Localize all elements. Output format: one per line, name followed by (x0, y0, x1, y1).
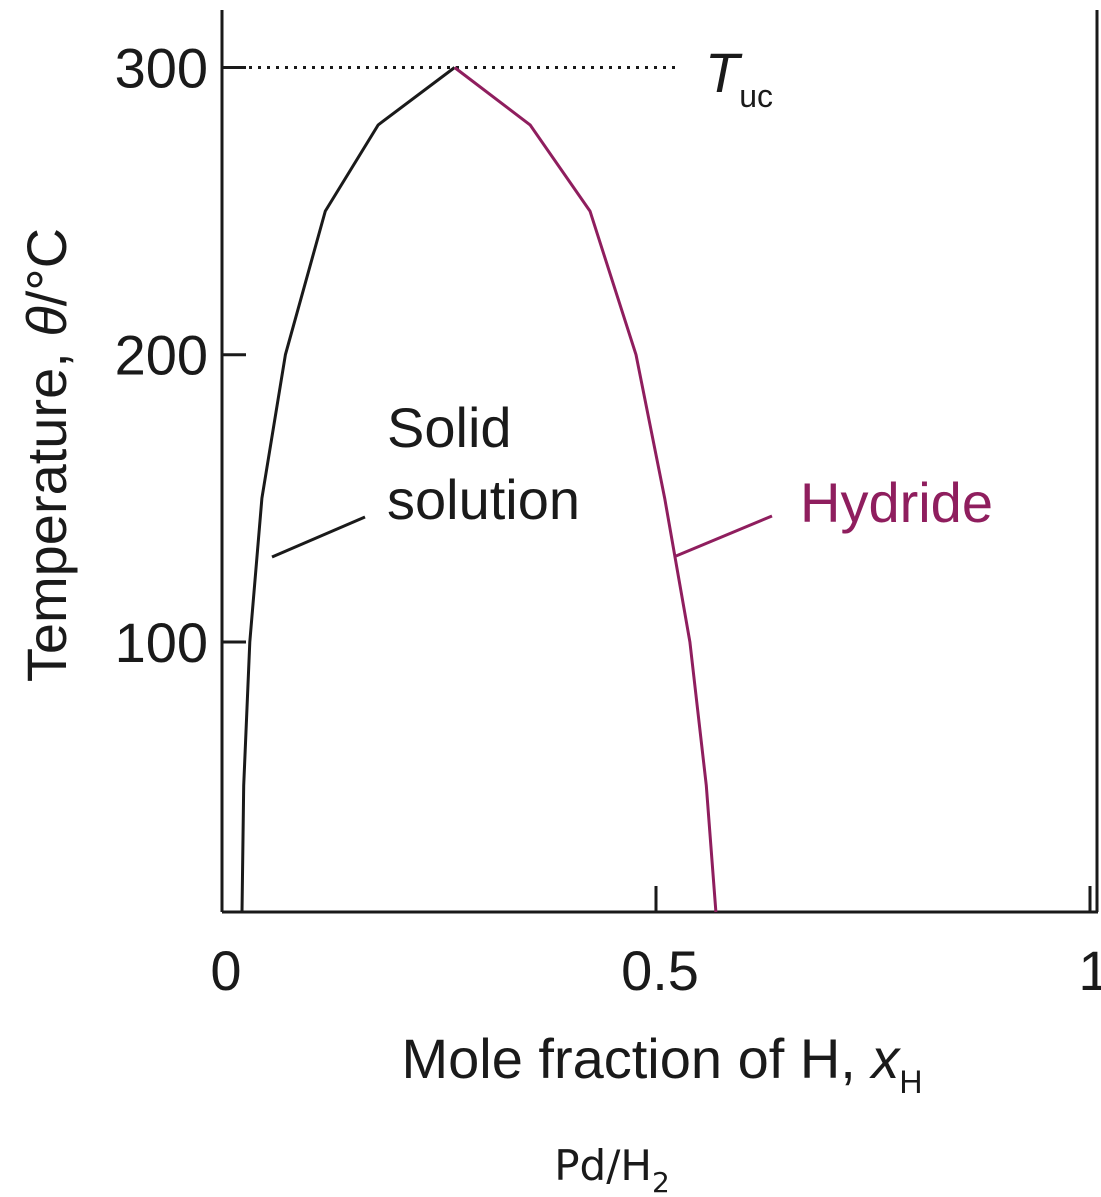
x-tick-label: 0 (210, 939, 241, 1002)
y-tick-label: 100 (115, 611, 208, 674)
caption-text: Pd/H (554, 1141, 652, 1190)
leader-line (675, 514, 773, 558)
x-axis-label: Mole fraction of H, xH (401, 1027, 922, 1100)
caption-sub: 2 (652, 1166, 670, 1197)
y-tick-label: 200 (115, 324, 208, 387)
hline-label: Tuc (705, 41, 773, 114)
caption: Pd/H2 (554, 1141, 670, 1197)
x-label-symbol: x (868, 1027, 901, 1090)
x-label-sub: H (899, 1064, 922, 1100)
series-label: Solid solution (387, 396, 581, 531)
curve (240, 66, 456, 913)
y-axis-label: Temperature, θ/°C (15, 228, 78, 682)
hline-label-text: T (705, 41, 743, 104)
y-tick-label: 300 (115, 36, 208, 99)
y-label-text: Temperature, (15, 337, 78, 683)
x-tick-label: 0.5 (621, 939, 699, 1002)
curve (453, 66, 718, 913)
hline-label-sub: uc (739, 78, 773, 114)
y-label-symbol: θ (15, 306, 78, 336)
x-label-text: Mole fraction of H, (401, 1027, 871, 1090)
x-tick-label: 1 (1078, 939, 1101, 1002)
series-label: Hydride (800, 471, 993, 534)
y-label-unit: /°C (15, 228, 78, 306)
leader-line (271, 515, 366, 559)
